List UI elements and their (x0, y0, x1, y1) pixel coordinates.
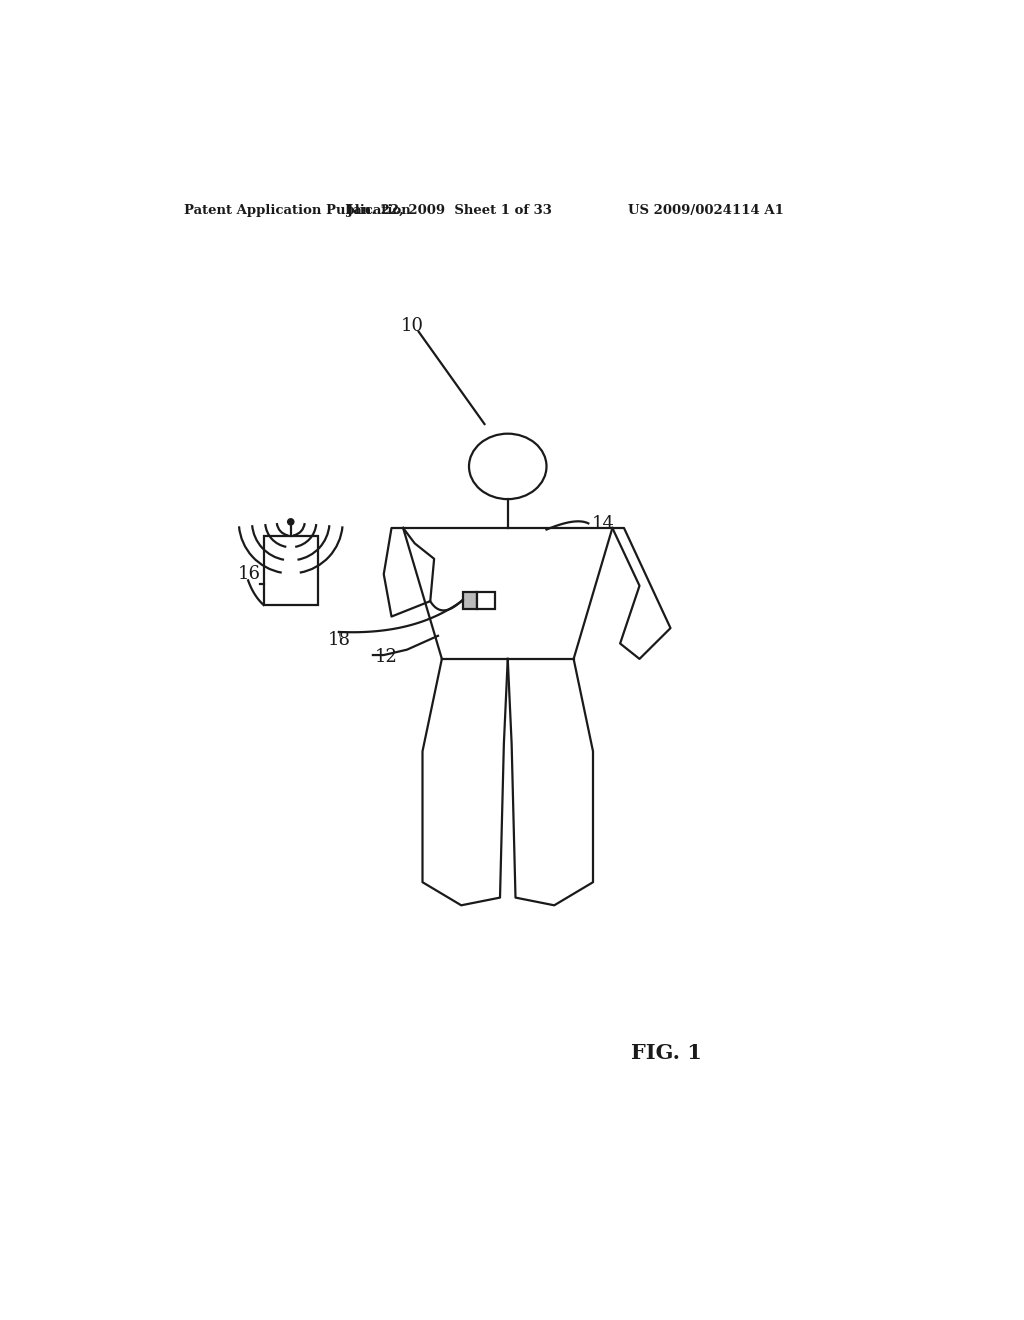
Bar (463, 591, 477, 609)
Text: 16: 16 (238, 565, 261, 583)
Text: Patent Application Publication: Patent Application Publication (183, 205, 411, 218)
Text: 10: 10 (400, 317, 424, 335)
Text: 18: 18 (328, 631, 351, 649)
Text: US 2009/0024114 A1: US 2009/0024114 A1 (628, 205, 783, 218)
Text: 14: 14 (592, 515, 614, 533)
Circle shape (288, 519, 294, 525)
Text: FIG. 1: FIG. 1 (631, 1043, 702, 1063)
Bar (477, 591, 496, 609)
Bar (263, 536, 317, 605)
Text: Jan. 22, 2009  Sheet 1 of 33: Jan. 22, 2009 Sheet 1 of 33 (347, 205, 552, 218)
Text: 12: 12 (375, 648, 397, 667)
